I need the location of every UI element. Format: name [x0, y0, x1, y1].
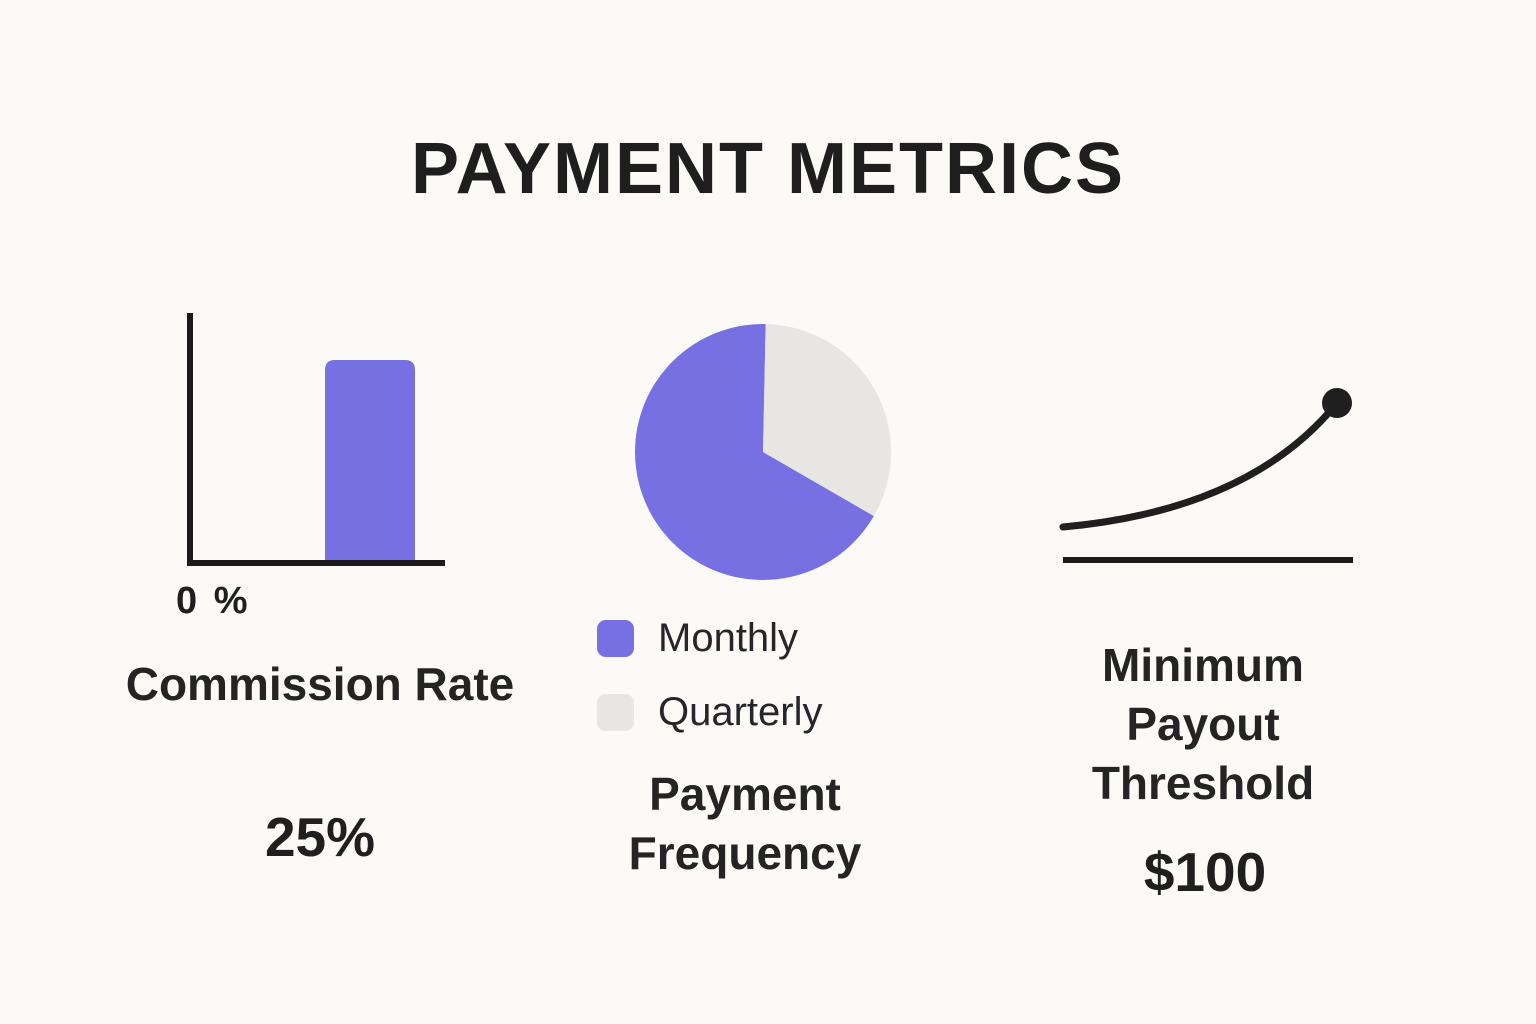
minimum-payout-threshold-label: Minimum Payout Threshold — [1091, 639, 1315, 809]
commission-rate-label: Commission Rate — [125, 658, 515, 710]
payment-frequency-label: Payment Frequency — [628, 768, 862, 879]
payment-frequency-legend: Monthly Quarterly — [597, 616, 823, 764]
pie-slice-monthly — [635, 324, 874, 580]
quarterly-label: Quarterly — [658, 690, 823, 734]
monthly-swatch-icon — [597, 620, 634, 657]
commission-bar — [325, 360, 415, 563]
growth-curve — [1059, 399, 1341, 531]
monthly-label: Monthly — [658, 616, 799, 660]
minimum-payout-threshold-value: $100 — [1143, 841, 1267, 903]
legend-item-monthly: Monthly — [597, 616, 823, 661]
quarterly-swatch-icon — [597, 694, 634, 731]
growth-line-chart — [1059, 388, 1353, 563]
commission-rate-value: 25% — [264, 806, 376, 868]
legend-item-quarterly: Quarterly — [597, 690, 823, 735]
curve-endpoint-dot — [1322, 388, 1352, 418]
page-title: PAYMENT METRICS — [410, 129, 1126, 209]
pie-chart — [635, 324, 891, 580]
axis-origin-label: 0 % — [176, 580, 251, 622]
bar-chart — [187, 313, 445, 566]
pie-slice-quarterly — [763, 324, 891, 516]
